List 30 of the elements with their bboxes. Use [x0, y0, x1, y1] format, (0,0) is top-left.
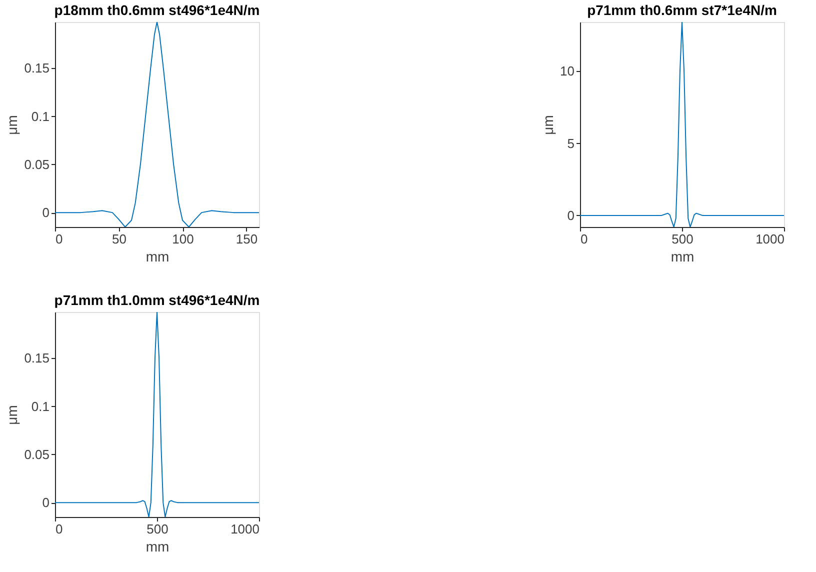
- y-tick-label: 0.1: [31, 398, 50, 414]
- chart-title: p18mm th0.6mm st496*1e4N/m: [54, 2, 260, 18]
- y-tick-label: 5: [567, 136, 574, 151]
- y-tick-label: 0: [42, 205, 50, 220]
- y-tick-label: 0.15: [24, 350, 50, 366]
- x-tick-label: 100: [172, 232, 194, 246]
- y-tick-label: 0.15: [24, 60, 50, 76]
- y-tick-label: 0.05: [24, 156, 50, 172]
- y-tick-label: 0: [42, 495, 50, 510]
- x-axis-title: mm: [146, 538, 170, 554]
- x-tick-label: 1000: [756, 232, 784, 246]
- y-axis-title: μm: [4, 115, 20, 135]
- chart-title: p71mm th0.6mm st7*1e4N/m: [587, 2, 777, 18]
- y-tick-label: 0.1: [31, 108, 50, 124]
- x-axis-title: mm: [670, 248, 694, 264]
- x-tick-label: 500: [146, 522, 168, 536]
- x-tick-label: 500: [672, 232, 694, 246]
- y-tick-label: 0.05: [24, 446, 50, 462]
- x-tick-label: 1000: [230, 522, 260, 536]
- x-tick-label: 0: [56, 522, 63, 536]
- x-tick-label: 0: [56, 232, 63, 246]
- chart-title: p71mm th1.0mm st496*1e4N/m: [54, 292, 260, 308]
- y-axis-title: μm: [4, 405, 20, 425]
- x-tick-label: 0: [580, 232, 588, 246]
- x-tick-label: 150: [236, 232, 258, 246]
- x-axis-title: mm: [146, 248, 170, 264]
- y-tick-label: 10: [560, 64, 574, 79]
- y-axis-title: μm: [540, 115, 556, 135]
- x-tick-label: 50: [112, 232, 126, 246]
- y-tick-label: 0: [567, 208, 574, 223]
